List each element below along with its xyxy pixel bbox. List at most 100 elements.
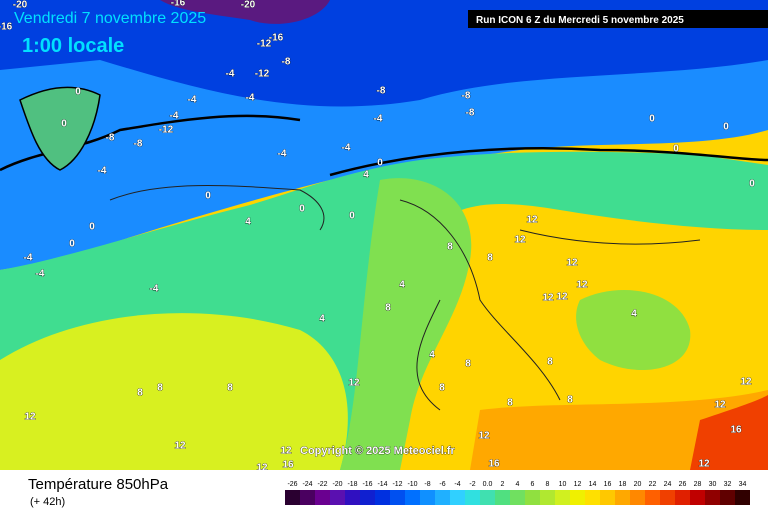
contour-label: 4 xyxy=(363,170,369,181)
contour-label: -20 xyxy=(241,0,256,11)
contour-label: 12 xyxy=(526,215,538,226)
contour-label: -4 xyxy=(188,95,197,106)
contour-label: -8 xyxy=(282,57,291,68)
contour-label: 0 xyxy=(75,87,81,98)
legend-tick: 34 xyxy=(739,481,747,488)
contour-label: -8 xyxy=(377,86,386,97)
greenland xyxy=(19,86,101,171)
legend-tick: 2 xyxy=(501,481,505,488)
legend-tick: -14 xyxy=(377,481,387,488)
contour-label: 0 xyxy=(205,191,211,202)
contour-label: 8 xyxy=(547,357,553,368)
legend-tick: -2 xyxy=(469,481,475,488)
contour-label: 8 xyxy=(507,398,513,409)
contour-label: -8 xyxy=(466,108,475,119)
contour-label: -16 xyxy=(269,33,284,44)
legend-tick: -12 xyxy=(392,481,402,488)
contour-label: 0 xyxy=(723,122,729,133)
legend-tick: -6 xyxy=(439,481,445,488)
contour-label: 12 xyxy=(714,400,726,411)
legend-swatch xyxy=(600,490,615,505)
contour-label: 0 xyxy=(89,222,95,233)
contour-label: 12 xyxy=(478,431,490,442)
contour-label: 12 xyxy=(256,463,268,474)
legend-swatch xyxy=(705,490,720,505)
legend-tick: -20 xyxy=(332,481,342,488)
legend-swatch xyxy=(480,490,495,505)
legend-swatch xyxy=(570,490,585,505)
legend-tick: -8 xyxy=(424,481,430,488)
contour-label: -12 xyxy=(159,125,174,136)
legend-tick: -26 xyxy=(287,481,297,488)
legend: -26 -24 -22 -20 -18 -16 -14 -12 -10 -8 -6 -4 -2 0.0 2 4… xyxy=(285,481,750,505)
contour-label: -4 xyxy=(246,93,255,104)
contour-label: 0 xyxy=(299,204,305,215)
copyright: Copyright © 2025 Meteociel.fr xyxy=(300,445,456,457)
contour-label: 0 xyxy=(61,119,67,130)
contour-label: 12 xyxy=(542,293,554,304)
legend-tick: 30 xyxy=(709,481,717,488)
contour-label: 4 xyxy=(319,314,325,325)
legend-tick: 22 xyxy=(649,481,657,488)
legend-tick: -4 xyxy=(454,481,460,488)
legend-tick: 10 xyxy=(559,481,567,488)
contour-label: -4 xyxy=(278,149,287,160)
legend-tick: -10 xyxy=(407,481,417,488)
contour-label: -8 xyxy=(462,91,471,102)
legend-swatch xyxy=(495,490,510,505)
contour-label: 12 xyxy=(566,258,578,269)
contour-label: -16 xyxy=(171,0,186,9)
contour-label: -4 xyxy=(150,284,159,295)
contour-label: 12 xyxy=(24,412,36,423)
legend-swatch xyxy=(720,490,735,505)
legend-swatch xyxy=(330,490,345,505)
contour-label: 8 xyxy=(157,383,163,394)
footer-lead: (+ 42h) xyxy=(30,496,65,508)
contour-label: 8 xyxy=(439,383,445,394)
contour-label: 12 xyxy=(280,446,292,457)
contour-label: 0 xyxy=(749,179,755,190)
contour-label: 12 xyxy=(576,280,588,291)
warm-zone xyxy=(470,390,768,470)
legend-tick: 26 xyxy=(679,481,687,488)
coastline xyxy=(0,114,768,177)
legend-swatch xyxy=(450,490,465,505)
legend-swatch xyxy=(405,490,420,505)
contour-label: 4 xyxy=(399,280,405,291)
contour-label: -4 xyxy=(342,143,351,154)
date-label: Vendredi 7 novembre 2025 xyxy=(14,10,206,27)
legend-tick: 0.0 xyxy=(483,481,493,488)
legend-tick: 18 xyxy=(619,481,627,488)
contour-label: -4 xyxy=(98,166,107,177)
contour-label: 0 xyxy=(349,211,355,222)
run-label: Run ICON 6 Z du Mercredi 5 novembre 2025 xyxy=(476,15,684,26)
legend-swatch xyxy=(630,490,645,505)
contour-label: 12 xyxy=(698,459,710,470)
time-label: 1:00 locale xyxy=(22,35,124,57)
contour-label: 4 xyxy=(429,350,435,361)
legend-swatch xyxy=(585,490,600,505)
contour-label: 16 xyxy=(730,425,742,436)
legend-swatch xyxy=(315,490,330,505)
contour-label: -4 xyxy=(226,69,235,80)
contour-label: -4 xyxy=(24,253,33,264)
legend-tick: 28 xyxy=(694,481,702,488)
contour-label: 8 xyxy=(447,242,453,253)
contour-label: 0 xyxy=(69,239,75,250)
contour-label: -8 xyxy=(134,139,143,150)
contour-label: 12 xyxy=(174,441,186,452)
legend-tick: 12 xyxy=(574,481,582,488)
contour-label: -16 xyxy=(0,22,13,33)
legend-swatch xyxy=(345,490,360,505)
contour-label: 16 xyxy=(282,460,294,471)
contour-label: 0 xyxy=(649,114,655,125)
legend-swatch xyxy=(645,490,660,505)
contour-label: 12 xyxy=(514,235,526,246)
contour-label: 8 xyxy=(227,383,233,394)
contour-label: 8 xyxy=(487,253,493,264)
legend-tick: -22 xyxy=(317,481,327,488)
contour-label: 12 xyxy=(556,292,568,303)
coldest-zone xyxy=(160,0,330,24)
contour-label: 0 xyxy=(377,158,383,169)
